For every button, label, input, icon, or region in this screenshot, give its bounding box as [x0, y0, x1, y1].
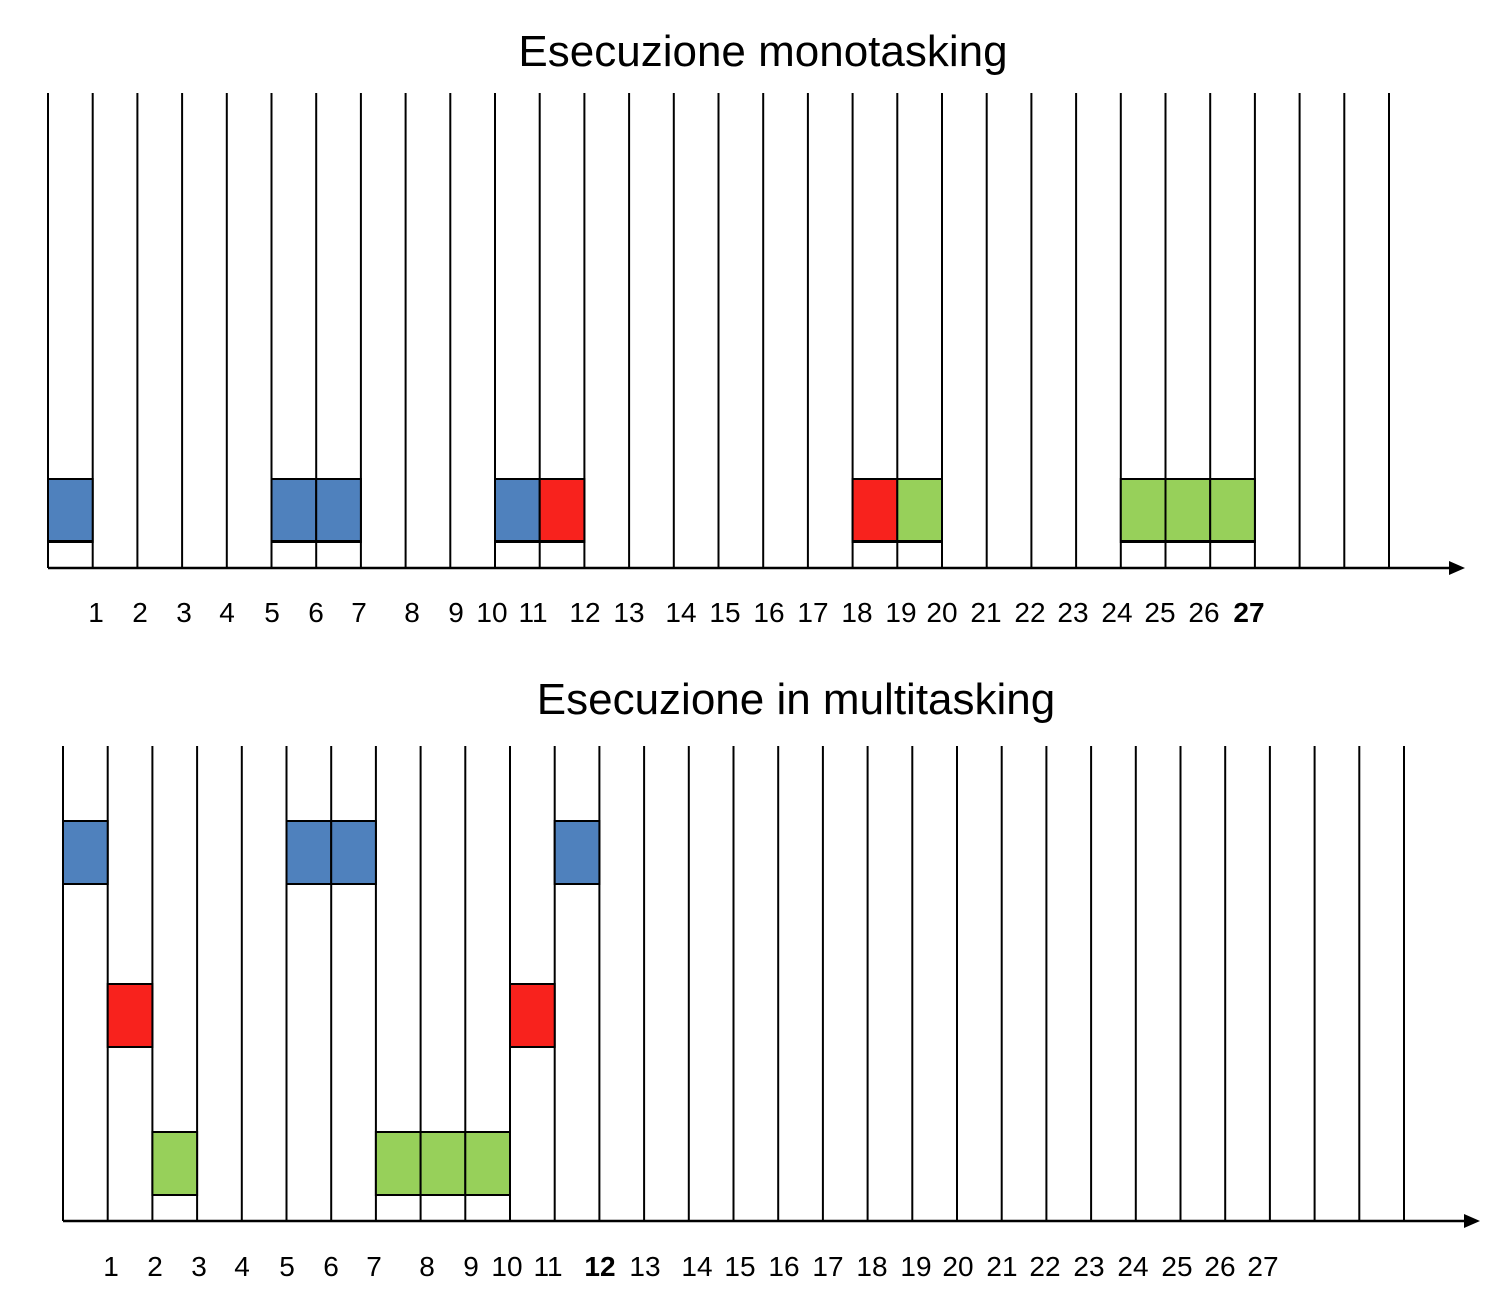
panel-multitasking: Esecuzione in multitasking 1 2 3 4 5 6 7 8 9 10 11…: [62, 675, 1480, 1282]
tick-label: 27: [1233, 597, 1264, 628]
task-block-blue: [494, 478, 541, 543]
tick-label: 17: [812, 1251, 843, 1282]
tick-label: 9: [448, 597, 464, 628]
task-block-blue: [285, 820, 333, 885]
tick-label: 25: [1161, 1251, 1192, 1282]
task-block-blue: [62, 820, 109, 885]
tick-label: 3: [191, 1251, 207, 1282]
tick-label: 19: [900, 1251, 931, 1282]
tick-label: 4: [219, 597, 235, 628]
tick-label: 11: [533, 1251, 562, 1282]
panel-title-monotasking: Esecuzione monotasking: [518, 27, 1007, 76]
tick-label: 22: [1014, 597, 1045, 628]
tick-label: 20: [926, 597, 957, 628]
tick-label: 1: [88, 597, 104, 628]
task-block-red: [538, 478, 586, 543]
tick-label: 26: [1204, 1251, 1235, 1282]
task-block-red: [851, 478, 899, 543]
tick-label: 3: [176, 597, 192, 628]
tick-label: 10: [476, 597, 507, 628]
tick-label: 18: [841, 597, 872, 628]
task-block-green: [1209, 478, 1256, 543]
tick-label: 2: [147, 1251, 163, 1282]
task-block-blue: [330, 820, 377, 885]
task-block-blue: [315, 478, 362, 543]
task-block-red: [509, 983, 556, 1048]
task-block-blue: [47, 478, 94, 543]
tick-label: 12: [584, 1251, 615, 1282]
tick-label: 18: [856, 1251, 887, 1282]
panel-monotasking: Esecuzione monotasking 1 2 3 4 5 6 7 8 9 10 11 12 13…: [47, 27, 1465, 628]
task-block-green: [896, 478, 943, 543]
tick-label: 24: [1117, 1251, 1148, 1282]
tick-label: 4: [234, 1251, 250, 1282]
tick-label: 23: [1057, 597, 1088, 628]
tick-label: 6: [323, 1251, 339, 1282]
tick-label: 16: [753, 597, 784, 628]
tick-label: 15: [724, 1251, 755, 1282]
tick-label: 9: [463, 1251, 479, 1282]
axis-arrow-icon: [1464, 1214, 1480, 1228]
tick-label: 21: [986, 1251, 1017, 1282]
tick-label: 25: [1144, 597, 1175, 628]
tick-label: 1: [103, 1251, 119, 1282]
tick-label: 7: [351, 597, 367, 628]
panel-title-multitasking: Esecuzione in multitasking: [537, 675, 1055, 724]
timeline-monotasking: 1 2 3 4 5 6 7 8 9 10 11 12 13 14 15 16 17 18 19 20 21 22 23 24 2…: [47, 93, 1465, 628]
task-block-green: [464, 1131, 511, 1196]
tick-label: 17: [797, 597, 828, 628]
tick-label: 27: [1247, 1251, 1278, 1282]
task-block-green: [374, 1131, 422, 1196]
tick-label: 6: [308, 597, 324, 628]
tick-label: 23: [1073, 1251, 1104, 1282]
tick-label: 22: [1029, 1251, 1060, 1282]
tick-label: 16: [768, 1251, 799, 1282]
task-block-green: [419, 1131, 467, 1196]
task-block-blue: [553, 820, 601, 885]
tick-label: 8: [404, 597, 420, 628]
tick-label: 8: [419, 1251, 435, 1282]
task-block-green: [151, 1131, 199, 1196]
task-block-green: [1164, 478, 1212, 543]
tick-label: 5: [264, 597, 280, 628]
tick-label: 7: [366, 1251, 382, 1282]
tick-label: 5: [279, 1251, 295, 1282]
tick-label: 20: [942, 1251, 973, 1282]
tick-label: 12: [569, 597, 600, 628]
tick-label: 14: [681, 1251, 712, 1282]
tick-label: 10: [491, 1251, 522, 1282]
tick-label: 13: [613, 597, 644, 628]
axis-arrow-icon: [1449, 561, 1465, 575]
tick-label: 14: [665, 597, 696, 628]
task-block-red: [106, 983, 154, 1048]
task-block-blue: [270, 478, 318, 543]
tick-label: 24: [1101, 597, 1132, 628]
task-block-green: [1119, 478, 1167, 543]
timeline-multitasking: 1 2 3 4 5 6 7 8 9 10 11 12 13 14 15 16 17 18 19 20 21 22 23 24 2…: [62, 746, 1480, 1282]
tick-label: 15: [709, 597, 740, 628]
tick-label: 21: [970, 597, 1001, 628]
tick-label: 11: [518, 597, 547, 628]
tick-label: 26: [1188, 597, 1219, 628]
tick-label: 19: [885, 597, 916, 628]
tick-label: 2: [132, 597, 148, 628]
tick-label: 13: [629, 1251, 660, 1282]
